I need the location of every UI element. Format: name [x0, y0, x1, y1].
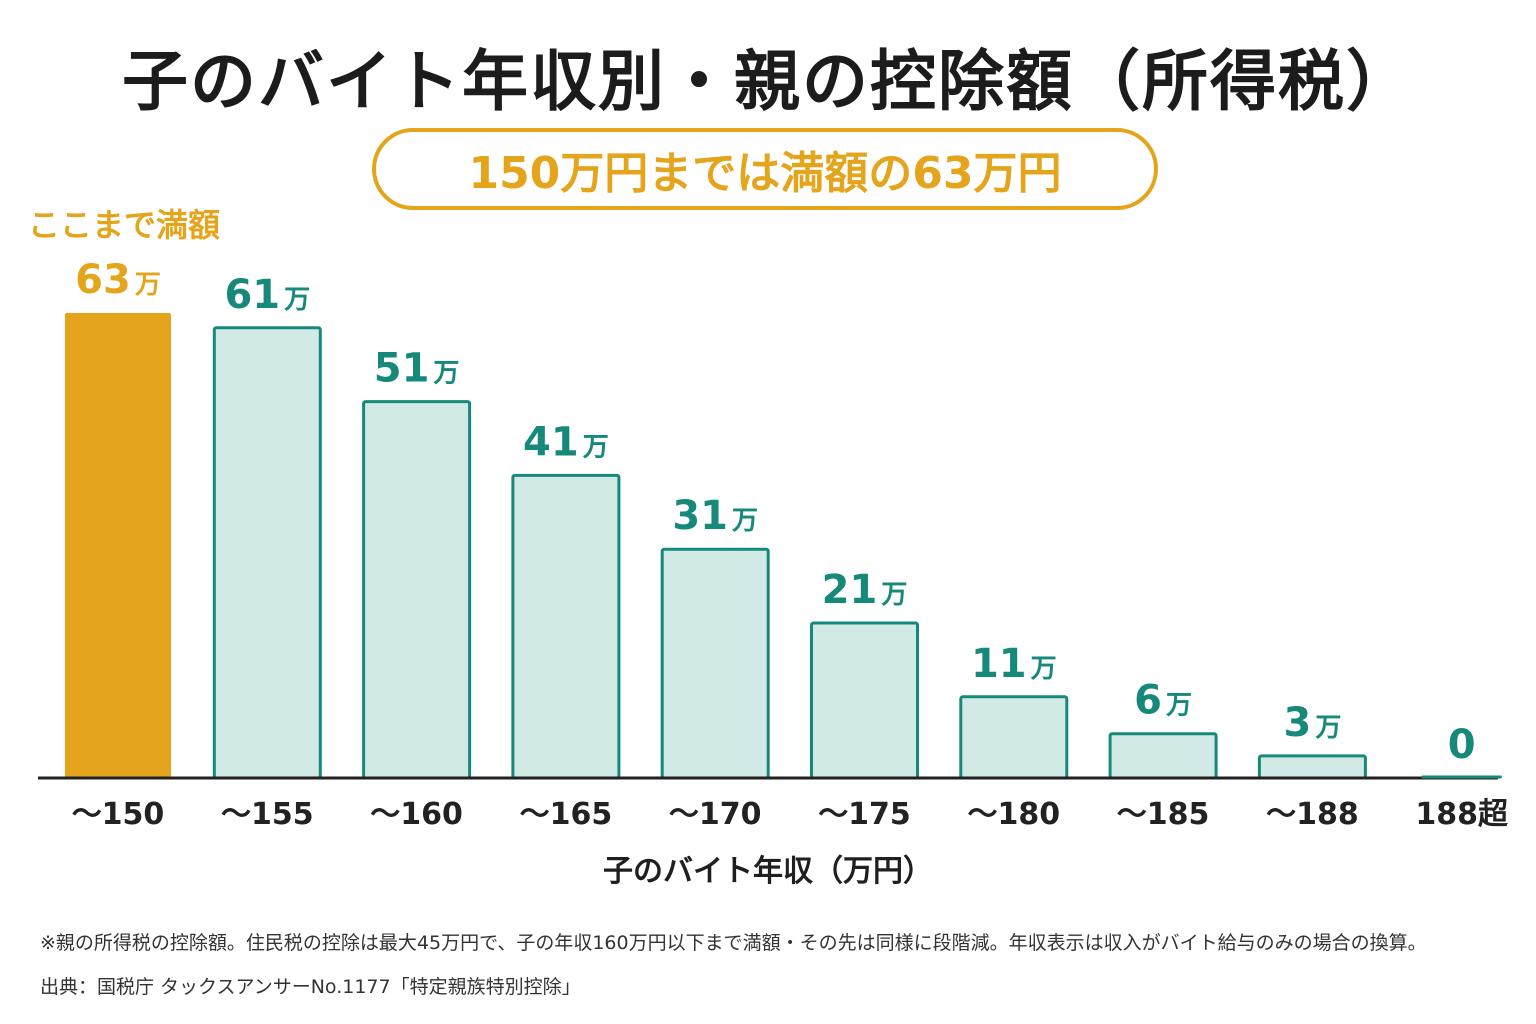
bar	[511, 473, 621, 780]
x-tick-label: 〜188	[1266, 797, 1359, 832]
data-label-unit: 万	[1166, 691, 1192, 721]
data-label: 11 万	[971, 641, 1057, 687]
page-title: 子のバイト年収別・親の控除額（所得税）	[122, 43, 1414, 120]
data-label-unit: 万	[732, 506, 758, 536]
data-label-unit: 万	[583, 432, 609, 462]
data-label: 31 万	[672, 493, 758, 539]
bar	[65, 313, 171, 778]
data-label-unit: 万	[1031, 654, 1057, 684]
data-label-value: 6	[1134, 678, 1162, 724]
bar	[959, 695, 1069, 780]
x-tick-label: 188超	[1415, 797, 1509, 832]
data-label-unit: 万	[135, 270, 161, 300]
data-label-unit: 万	[433, 359, 459, 389]
data-label-unit: 万	[1315, 713, 1341, 743]
bar	[660, 547, 770, 780]
x-tick-label: 〜160	[370, 797, 463, 832]
source-citation: 出典：国税庁 タックスアンサーNo.1177「特定親族特別控除」	[40, 976, 581, 998]
data-label-unit: 万	[284, 285, 310, 315]
x-axis-label: 子のバイト年収（万円）	[603, 854, 933, 889]
data-label: 51 万	[374, 346, 460, 392]
x-tick-label: 〜155	[221, 797, 314, 832]
bar	[810, 621, 919, 780]
footnote: ※親の所得税の控除額。住民税の控除は最大45万円で、子の年収160万円以下まで満…	[40, 932, 1427, 954]
data-label-value: 11	[971, 641, 1027, 687]
bar	[212, 326, 322, 780]
data-label-value: 63	[75, 257, 131, 303]
x-tick-label: 〜170	[669, 797, 762, 832]
x-tick-label: 〜175	[818, 797, 911, 832]
highlight-note: ここまで満額	[28, 206, 221, 244]
x-tick-label: 〜150	[72, 797, 165, 832]
bar	[362, 400, 472, 780]
data-label-value: 31	[672, 493, 728, 539]
callout-text: 150万円までは満額の63万円	[468, 148, 1062, 199]
data-label: 0	[1448, 722, 1476, 768]
data-label: 63 万	[75, 257, 161, 303]
x-tick-label: 〜185	[1117, 797, 1210, 832]
data-label: 41 万	[523, 419, 609, 465]
x-tick-label: 〜180	[967, 797, 1060, 832]
bar	[1257, 754, 1367, 780]
data-label-value: 61	[224, 272, 280, 318]
x-tick-label: 〜165	[520, 797, 613, 832]
data-label-value: 51	[374, 346, 430, 392]
data-label-value: 0	[1448, 722, 1476, 768]
data-label-value: 41	[523, 419, 579, 465]
data-label-unit: 万	[881, 580, 907, 610]
data-label-value: 21	[822, 567, 878, 613]
data-label-value: 3	[1283, 700, 1311, 746]
data-label: 21 万	[822, 567, 908, 613]
bar	[1108, 732, 1218, 780]
callout-badge: 150万円までは満額の63万円	[372, 128, 1158, 210]
data-label: 61 万	[224, 272, 310, 318]
